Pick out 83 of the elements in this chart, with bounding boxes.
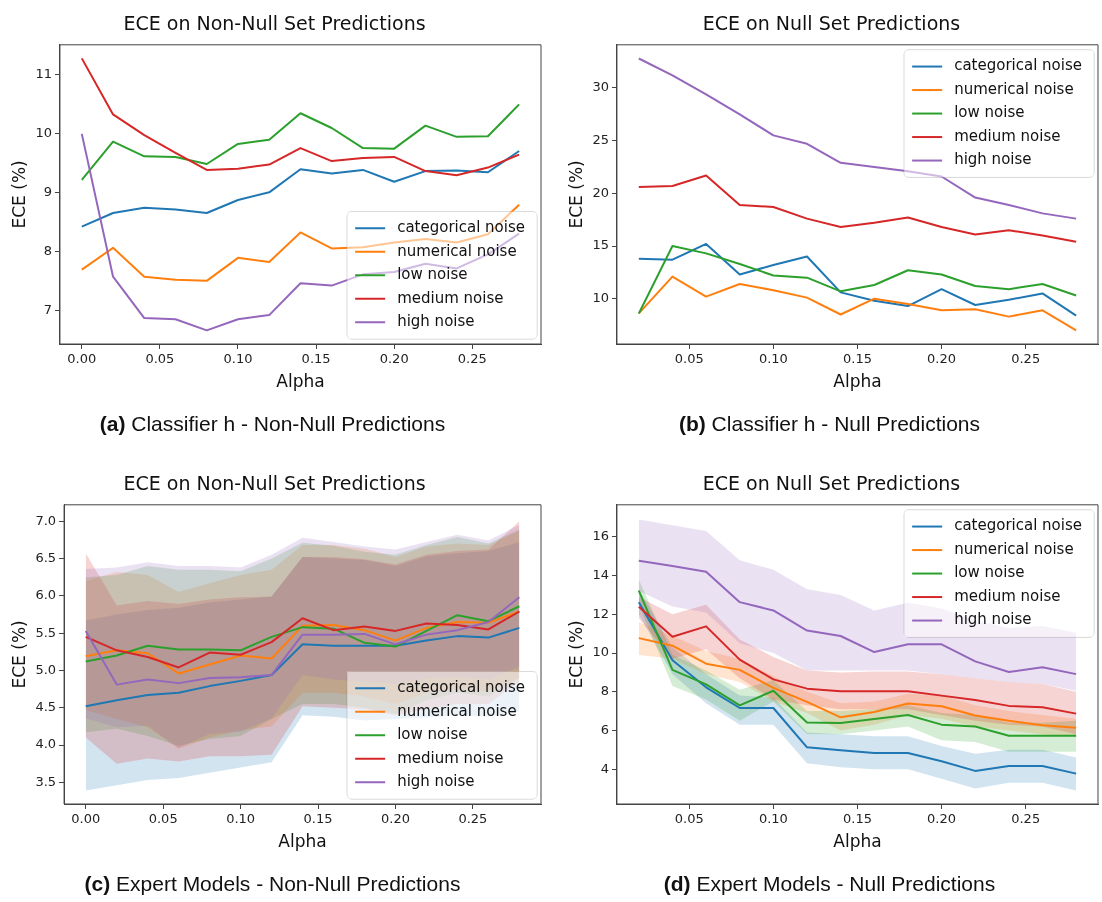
- chart-title: ECE on Null Set Predictions: [702, 472, 961, 495]
- y-tick-label: 14: [592, 567, 609, 583]
- y-tick-label: 4: [600, 760, 609, 776]
- x-tick-label: 0.20: [379, 351, 409, 367]
- legend-label: high noise: [397, 772, 475, 791]
- x-tick-label: 0.25: [458, 811, 488, 827]
- y-tick-label: 4.0: [35, 736, 57, 752]
- legend-label: medium noise: [397, 748, 504, 767]
- text: (d) Expert Models - Null Predictions: [662, 872, 997, 896]
- chart-title: ECE on Null Set Predictions: [702, 12, 961, 35]
- x-tick-label: 0.10: [758, 811, 788, 827]
- x-axis-title: Alpha: [276, 371, 325, 392]
- y-tick-label: 15: [592, 237, 609, 253]
- y-tick-label: 6: [600, 721, 609, 737]
- y-tick-label: 6.5: [35, 549, 57, 565]
- legend-label: categorical noise: [954, 516, 1083, 535]
- x-axis-title: Alpha: [833, 371, 882, 392]
- text: (a) Classifier h - Non-Null Predictions: [98, 412, 447, 436]
- y-tick-label: 16: [592, 528, 609, 544]
- y-tick-label: 7.0: [35, 512, 57, 528]
- x-tick-label: 0.25: [1011, 351, 1041, 367]
- legend-label: numerical noise: [397, 701, 517, 720]
- y-tick-label: 9: [43, 184, 52, 200]
- x-tick-label: 0.20: [927, 351, 957, 367]
- legend-label: numerical noise: [954, 539, 1074, 558]
- y-tick-label: 8: [600, 683, 609, 699]
- x-tick-label: 0.10: [758, 351, 788, 367]
- legend-label: low noise: [954, 103, 1025, 122]
- text: (c) Expert Models - Non-Null Predictions: [83, 872, 462, 896]
- legend-label: medium noise: [954, 586, 1061, 605]
- x-tick-label: 0.10: [226, 811, 256, 827]
- x-tick-label: 0.15: [303, 811, 333, 827]
- text: (b) Classifier h - Null Predictions: [677, 412, 982, 436]
- x-axis-title: Alpha: [833, 831, 882, 852]
- x-tick-label: 0.15: [301, 351, 331, 367]
- legend-label: numerical noise: [954, 79, 1074, 98]
- y-tick-label: 10: [592, 290, 609, 306]
- y-axis-title: ECE (%): [565, 160, 586, 229]
- y-axis-title: ECE (%): [8, 620, 29, 689]
- y-axis-title: ECE (%): [8, 160, 29, 229]
- y-tick-label: 11: [35, 66, 52, 82]
- x-axis-title: Alpha: [278, 831, 327, 852]
- y-tick-label: 5.0: [35, 661, 57, 677]
- legend-label: high noise: [397, 312, 475, 331]
- x-tick-label: 0.20: [927, 811, 957, 827]
- x-tick-label: 0.10: [223, 351, 253, 367]
- y-tick-label: 25: [592, 132, 609, 148]
- legend-label: high noise: [954, 610, 1032, 629]
- legend-label: numerical noise: [397, 241, 517, 260]
- y-axis-title: ECE (%): [565, 620, 586, 689]
- y-tick-label: 6.0: [35, 587, 57, 603]
- x-tick-label: 0.05: [674, 351, 704, 367]
- x-tick-label: 0.05: [148, 811, 178, 827]
- y-tick-label: 3.5: [35, 773, 57, 789]
- x-tick-label: 0.15: [842, 811, 872, 827]
- y-tick-label: 12: [592, 605, 609, 621]
- x-tick-label: 0.05: [674, 811, 704, 827]
- legend-label: low noise: [397, 265, 468, 284]
- y-tick-label: 5.5: [35, 624, 57, 640]
- y-tick-label: 20: [592, 184, 609, 200]
- x-tick-label: 0.15: [842, 351, 872, 367]
- x-tick-label: 0.25: [457, 351, 487, 367]
- legend-label: low noise: [397, 725, 468, 744]
- y-tick-label: 10: [35, 125, 52, 141]
- y-tick-label: 10: [592, 644, 609, 660]
- chart-title: ECE on Non-Null Set Predictions: [123, 12, 426, 35]
- legend-label: low noise: [954, 563, 1025, 582]
- legend-label: high noise: [954, 150, 1032, 169]
- legend-label: medium noise: [954, 126, 1061, 145]
- legend-label: categorical noise: [397, 218, 526, 237]
- y-tick-label: 30: [592, 79, 609, 95]
- x-tick-label: 0.20: [380, 811, 410, 827]
- chart-title: ECE on Non-Null Set Predictions: [123, 472, 426, 495]
- y-tick-label: 7: [43, 302, 52, 318]
- y-tick-label: 8: [43, 243, 52, 259]
- y-tick-label: 4.5: [35, 699, 57, 715]
- legend-label: categorical noise: [954, 56, 1083, 75]
- legend-label: medium noise: [397, 288, 504, 307]
- x-tick-label: 0.05: [145, 351, 175, 367]
- x-tick-label: 0.25: [1011, 811, 1041, 827]
- x-tick-label: 0.00: [67, 351, 97, 367]
- x-tick-label: 0.00: [71, 811, 101, 827]
- legend-label: categorical noise: [397, 678, 526, 697]
